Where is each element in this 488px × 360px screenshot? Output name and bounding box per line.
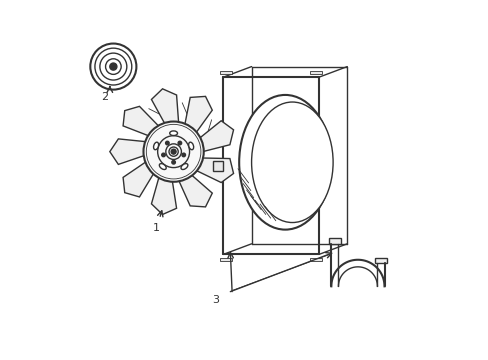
Circle shape <box>162 153 165 157</box>
Polygon shape <box>183 96 212 137</box>
Text: 3: 3 <box>212 295 219 305</box>
Polygon shape <box>318 162 327 170</box>
Ellipse shape <box>169 131 177 135</box>
Polygon shape <box>123 106 163 138</box>
Text: 2: 2 <box>101 92 108 102</box>
Polygon shape <box>219 71 232 74</box>
Polygon shape <box>110 139 151 165</box>
Polygon shape <box>212 161 223 171</box>
Circle shape <box>143 122 203 182</box>
Polygon shape <box>374 258 386 263</box>
Polygon shape <box>191 158 233 183</box>
Polygon shape <box>176 171 212 207</box>
Circle shape <box>178 141 181 145</box>
Polygon shape <box>151 89 179 129</box>
Circle shape <box>165 141 169 145</box>
Circle shape <box>171 161 175 164</box>
Polygon shape <box>195 121 233 153</box>
Polygon shape <box>151 172 176 215</box>
Ellipse shape <box>251 102 332 222</box>
Polygon shape <box>219 258 232 261</box>
Circle shape <box>110 63 117 70</box>
Polygon shape <box>309 71 322 74</box>
Ellipse shape <box>159 163 166 170</box>
Ellipse shape <box>239 95 331 230</box>
Polygon shape <box>309 258 322 261</box>
Ellipse shape <box>153 142 158 150</box>
Polygon shape <box>328 238 340 244</box>
Ellipse shape <box>181 163 187 170</box>
Ellipse shape <box>188 142 193 150</box>
Circle shape <box>169 147 178 156</box>
Circle shape <box>182 153 185 157</box>
Text: 1: 1 <box>152 222 159 233</box>
Circle shape <box>171 149 176 154</box>
Polygon shape <box>123 159 156 197</box>
